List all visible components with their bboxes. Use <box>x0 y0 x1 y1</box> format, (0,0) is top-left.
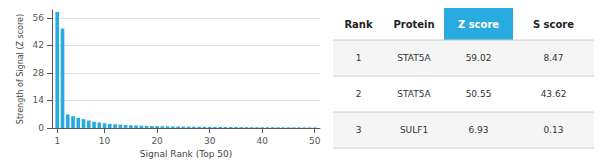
svg-text:30: 30 <box>204 136 216 146</box>
svg-text:42: 42 <box>33 40 44 50</box>
svg-text:Rank: Rank <box>344 19 373 30</box>
svg-text:10: 10 <box>99 136 111 146</box>
svg-text:0.13: 0.13 <box>543 125 563 135</box>
svg-text:50.55: 50.55 <box>466 89 492 99</box>
svg-text:3: 3 <box>356 125 362 135</box>
svg-text:28: 28 <box>33 68 45 78</box>
svg-text:40: 40 <box>256 136 268 146</box>
svg-text:43.62: 43.62 <box>541 89 567 99</box>
svg-text:14: 14 <box>33 95 45 105</box>
svg-text:STAT5A: STAT5A <box>397 89 431 99</box>
svg-text:Signal Rank (Top 50): Signal Rank (Top 50) <box>140 149 232 159</box>
svg-text:S score: S score <box>533 19 574 30</box>
svg-text:8.47: 8.47 <box>543 53 563 63</box>
svg-text:1: 1 <box>54 136 60 146</box>
svg-text:56: 56 <box>33 13 45 23</box>
svg-text:50: 50 <box>309 136 321 146</box>
svg-text:1: 1 <box>356 53 362 63</box>
svg-text:STAT5A: STAT5A <box>397 53 431 63</box>
svg-text:Z score: Z score <box>458 19 499 30</box>
svg-text:SULF1: SULF1 <box>400 125 428 135</box>
svg-text:2: 2 <box>356 89 362 99</box>
svg-text:6.93: 6.93 <box>468 125 488 135</box>
svg-text:59.02: 59.02 <box>466 53 492 63</box>
svg-text:Strength of Signal (Z score): Strength of Signal (Z score) <box>16 14 25 124</box>
svg-text:Protein: Protein <box>393 19 434 30</box>
svg-text:20: 20 <box>151 136 163 146</box>
svg-text:0: 0 <box>38 123 44 133</box>
